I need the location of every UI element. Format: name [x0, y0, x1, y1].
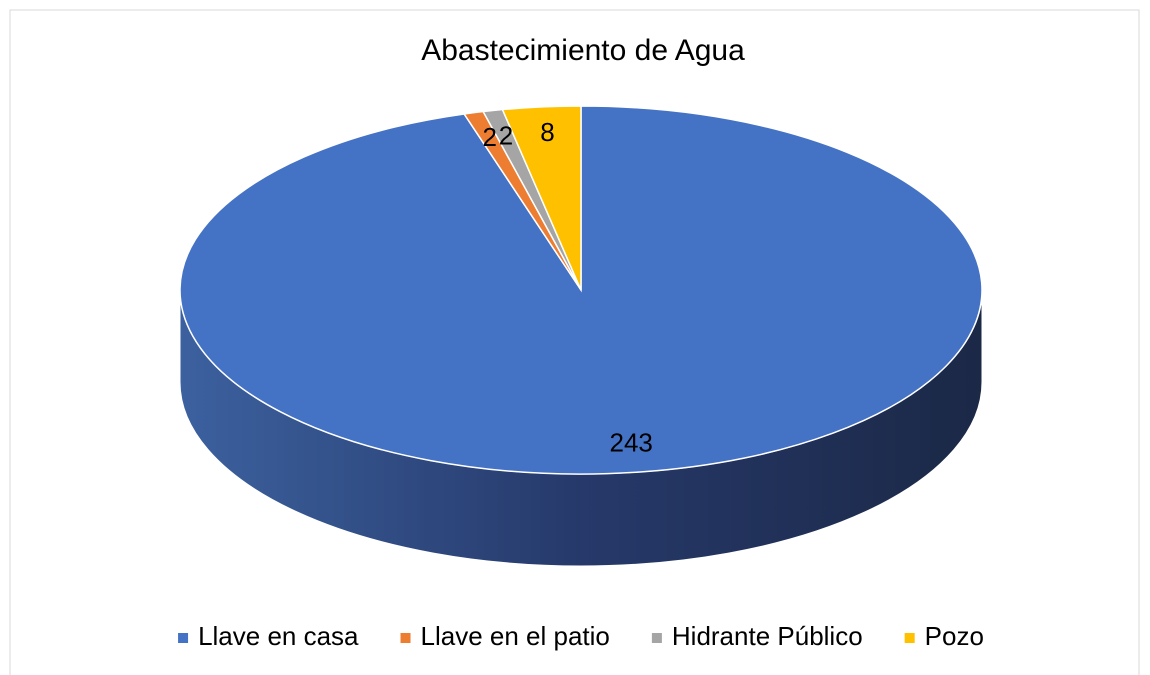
data-label: 2	[483, 122, 497, 152]
data-label: 243	[610, 428, 653, 458]
legend-swatch	[904, 633, 915, 643]
legend-swatch	[651, 633, 662, 643]
legend-label: Llave en el patio	[421, 621, 610, 651]
legend-label: Pozo	[925, 621, 984, 651]
data-label: 2	[499, 120, 513, 150]
legend-label: Llave en casa	[198, 621, 359, 651]
legend-swatch	[400, 633, 411, 643]
chart-title: Abastecimiento de Agua	[421, 34, 745, 67]
legend-swatch	[178, 633, 189, 643]
pie-slice	[501, 105, 582, 291]
legend-label: Hidrante Público	[672, 621, 863, 651]
data-label: 8	[540, 117, 554, 147]
